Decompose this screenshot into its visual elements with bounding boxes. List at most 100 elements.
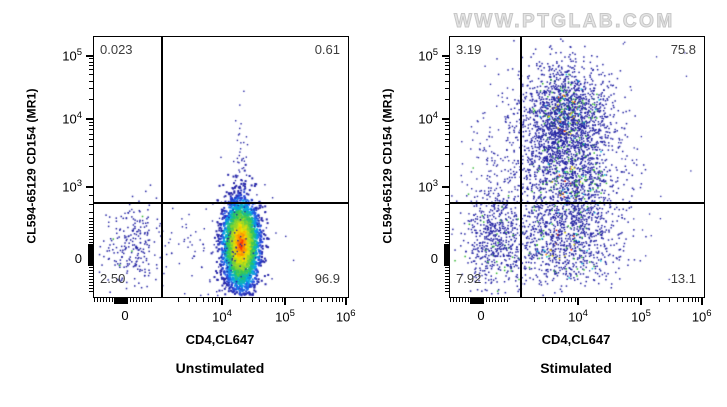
y-axis-major-tick xyxy=(442,55,449,58)
x-axis-minor-tick xyxy=(207,298,209,302)
x-axis-minor-tick xyxy=(218,298,220,302)
y-axis-major-tick xyxy=(442,117,449,120)
y-axis-ticks xyxy=(440,36,449,296)
x-axis-minor-tick xyxy=(488,298,490,302)
y-axis-tick-label: 103 xyxy=(62,178,82,195)
y-axis-minor-tick xyxy=(445,288,449,290)
x-axis-minor-tick xyxy=(626,298,628,302)
x-axis-minor-tick xyxy=(558,298,560,302)
x-axis-minor-tick xyxy=(491,298,493,302)
y-axis-minor-tick xyxy=(89,291,93,293)
quadrant-percent-upper-right: 0.61 xyxy=(314,42,340,57)
y-axis-tick-labels: 105 104 103 0 xyxy=(38,36,82,296)
y-axis-minor-tick xyxy=(445,138,449,140)
y-axis-minor-tick xyxy=(445,291,449,293)
y-axis-tick-labels: 105 104 103 0 xyxy=(394,36,438,296)
x-axis-minor-tick xyxy=(503,298,505,302)
y-axis-minor-tick xyxy=(89,88,93,90)
x-axis-minor-tick xyxy=(281,298,283,302)
x-axis-minor-tick xyxy=(682,298,684,302)
y-axis-minor-tick xyxy=(445,65,449,67)
y-axis-minor-tick xyxy=(445,281,449,283)
x-axis-minor-tick xyxy=(196,298,198,302)
y-axis-minor-tick xyxy=(89,275,93,277)
x-axis-minor-tick xyxy=(596,298,598,302)
x-axis-minor-tick xyxy=(177,298,179,302)
y-axis-minor-tick xyxy=(445,242,449,244)
y-axis-minor-tick xyxy=(445,69,449,71)
y-axis-minor-tick xyxy=(445,58,449,60)
x-axis-minor-tick xyxy=(634,298,636,302)
x-axis-minor-tick xyxy=(211,298,213,302)
y-axis-minor-tick xyxy=(89,121,93,123)
y-axis-tick-label: 104 xyxy=(418,109,438,127)
x-axis-tick-labels: 0 104 105 106 xyxy=(93,306,355,328)
x-axis-tick-label: 0 xyxy=(477,308,485,323)
x-axis-minor-tick xyxy=(458,298,460,302)
y-axis-minor-tick xyxy=(89,166,93,168)
x-axis-tick-label: 105 xyxy=(275,308,295,325)
y-axis-minor-tick xyxy=(445,195,449,197)
plot-area-unstimulated: 0.023 0.61 2.50 96.9 xyxy=(93,36,349,298)
x-axis-minor-tick xyxy=(102,298,104,302)
x-axis-minor-tick xyxy=(607,298,609,302)
y-axis-tick-label: 104 xyxy=(62,109,82,127)
y-axis-minor-tick xyxy=(445,217,449,219)
y-axis-minor-tick xyxy=(445,238,449,240)
y-axis-minor-tick xyxy=(445,125,449,127)
y-axis-minor-tick xyxy=(89,229,93,231)
scatter-canvas xyxy=(94,37,348,297)
y-axis-minor-tick xyxy=(445,121,449,123)
x-axis-minor-tick xyxy=(574,298,576,302)
y-axis-minor-tick xyxy=(89,281,93,283)
y-axis-minor-tick xyxy=(89,226,93,228)
y-axis-minor-tick xyxy=(445,278,449,280)
x-axis-minor-tick xyxy=(99,298,101,302)
x-axis-minor-tick xyxy=(339,298,341,302)
panel-unstimulated: CL594-65129 CD154 (MR1) 0.023 0.61 2.50 … xyxy=(0,0,363,407)
x-axis-label: CD4,CL647 xyxy=(185,332,255,347)
y-axis-minor-tick xyxy=(89,235,93,237)
y-axis-minor-tick xyxy=(445,223,449,225)
y-axis-minor-tick xyxy=(89,203,93,205)
x-axis-minor-tick xyxy=(506,298,508,302)
y-axis-minor-tick xyxy=(89,288,93,290)
x-axis-minor-tick xyxy=(452,298,454,302)
x-axis-minor-tick xyxy=(342,298,344,302)
x-axis-minor-tick xyxy=(326,298,328,302)
y-axis-minor-tick xyxy=(445,88,449,90)
y-axis-label-text: CL594-65129 CD154 (MR1) xyxy=(25,88,39,244)
x-axis-minor-tick xyxy=(188,298,190,302)
x-axis-minor-tick xyxy=(147,298,149,302)
quadrant-percent-lower-right: 96.9 xyxy=(314,271,340,286)
quadrant-gate-vertical xyxy=(161,37,164,297)
x-axis-minor-tick xyxy=(658,298,660,302)
x-axis-tick-label: 104 xyxy=(212,308,232,325)
x-axis-ticks xyxy=(93,298,347,309)
y-axis-minor-tick xyxy=(89,61,93,63)
y-axis-minor-tick xyxy=(89,211,93,213)
y-axis-minor-tick xyxy=(445,226,449,228)
x-axis-minor-tick xyxy=(129,298,131,302)
x-axis-minor-tick xyxy=(677,298,679,302)
y-axis-minor-tick xyxy=(445,128,449,130)
x-axis-minor-tick xyxy=(497,298,499,302)
x-axis-minor-tick xyxy=(544,298,546,302)
x-axis-minor-tick xyxy=(533,298,535,302)
y-axis-zero-tick-cluster xyxy=(444,244,449,267)
y-axis-minor-tick xyxy=(89,266,93,268)
x-axis-minor-tick xyxy=(302,298,304,302)
y-axis-minor-tick xyxy=(445,275,449,277)
x-axis-minor-tick xyxy=(567,298,569,302)
y-axis-minor-tick xyxy=(445,232,449,234)
x-axis-minor-tick xyxy=(111,298,113,302)
x-axis-minor-tick xyxy=(695,298,697,302)
panel-stimulated: CL594-65129 CD154 (MR1) 3.19 75.8 7.92 1… xyxy=(356,0,727,407)
x-axis-major-tick xyxy=(344,298,347,305)
x-axis-tick-labels: 0 104 105 106 xyxy=(449,306,711,328)
plot-area-stimulated: 3.19 75.8 7.92 13.1 xyxy=(449,36,705,298)
x-axis-major-tick xyxy=(284,298,287,305)
y-axis-minor-tick xyxy=(445,61,449,63)
y-axis-minor-tick xyxy=(445,133,449,135)
y-axis-minor-tick xyxy=(445,145,449,147)
